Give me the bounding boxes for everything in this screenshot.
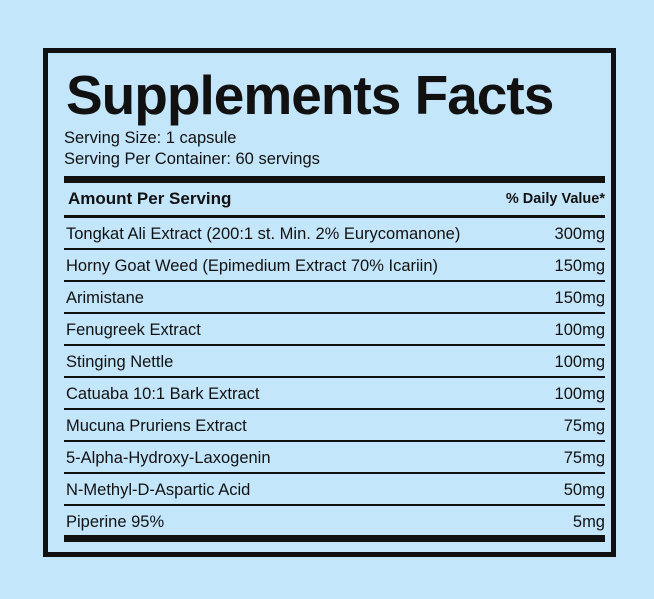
ingredient-amount: 75mg <box>563 417 605 435</box>
ingredient-amount: 100mg <box>554 385 605 403</box>
table-row: Fenugreek Extract 100mg <box>64 314 605 346</box>
table-row: Horny Goat Weed (Epimedium Extract 70% I… <box>64 250 605 282</box>
table-row: 5-Alpha-Hydroxy-Laxogenin 75mg <box>64 442 605 474</box>
ingredient-name: Piperine 95% <box>66 513 165 531</box>
table-row: Mucuna Pruriens Extract 75mg <box>64 410 605 442</box>
ingredient-amount: 100mg <box>554 353 605 371</box>
ingredient-name: Arimistane <box>66 289 144 307</box>
ingredient-amount: 150mg <box>554 257 605 275</box>
header-divider <box>64 215 605 218</box>
ingredient-amount: 50mg <box>563 481 605 499</box>
table-row: N-Methyl-D-Aspartic Acid 50mg <box>64 474 605 506</box>
table-row: Tongkat Ali Extract (200:1 st. Min. 2% E… <box>64 218 605 250</box>
table-header: Amount Per Serving % Daily Value* <box>64 187 605 211</box>
ingredient-amount: 5mg <box>572 513 605 531</box>
table-row: Stinging Nettle 100mg <box>64 346 605 378</box>
ingredient-amount: 100mg <box>554 321 605 339</box>
ingredient-name: Horny Goat Weed (Epimedium Extract 70% I… <box>66 257 438 275</box>
ingredient-amount: 300mg <box>554 225 605 243</box>
panel-title: Supplements Facts <box>66 64 554 126</box>
serving-size: Serving Size: 1 capsule <box>64 129 237 147</box>
ingredient-name: N-Methyl-D-Aspartic Acid <box>66 481 251 499</box>
bottom-divider <box>64 535 605 542</box>
table-row: Piperine 95% 5mg <box>64 506 605 538</box>
ingredient-amount: 150mg <box>554 289 605 307</box>
ingredient-amount: 75mg <box>563 449 605 467</box>
ingredient-name: Tongkat Ali Extract (200:1 st. Min. 2% E… <box>66 225 461 243</box>
ingredient-name: Stinging Nettle <box>66 353 174 371</box>
ingredient-name: Catuaba 10:1 Bark Extract <box>66 385 260 403</box>
ingredient-name: 5-Alpha-Hydroxy-Laxogenin <box>66 449 271 467</box>
table-row: Catuaba 10:1 Bark Extract 100mg <box>64 378 605 410</box>
ingredient-list: Tongkat Ali Extract (200:1 st. Min. 2% E… <box>64 218 605 538</box>
table-row: Arimistane 150mg <box>64 282 605 314</box>
ingredient-name: Mucuna Pruriens Extract <box>66 417 247 435</box>
top-divider <box>64 176 605 183</box>
amount-per-serving-label: Amount Per Serving <box>68 189 232 208</box>
servings-per-container: Serving Per Container: 60 servings <box>64 150 320 168</box>
ingredient-name: Fenugreek Extract <box>66 321 201 339</box>
daily-value-label: % Daily Value* <box>505 191 605 207</box>
supplement-facts-panel: Supplements Facts Serving Size: 1 capsul… <box>43 48 616 557</box>
